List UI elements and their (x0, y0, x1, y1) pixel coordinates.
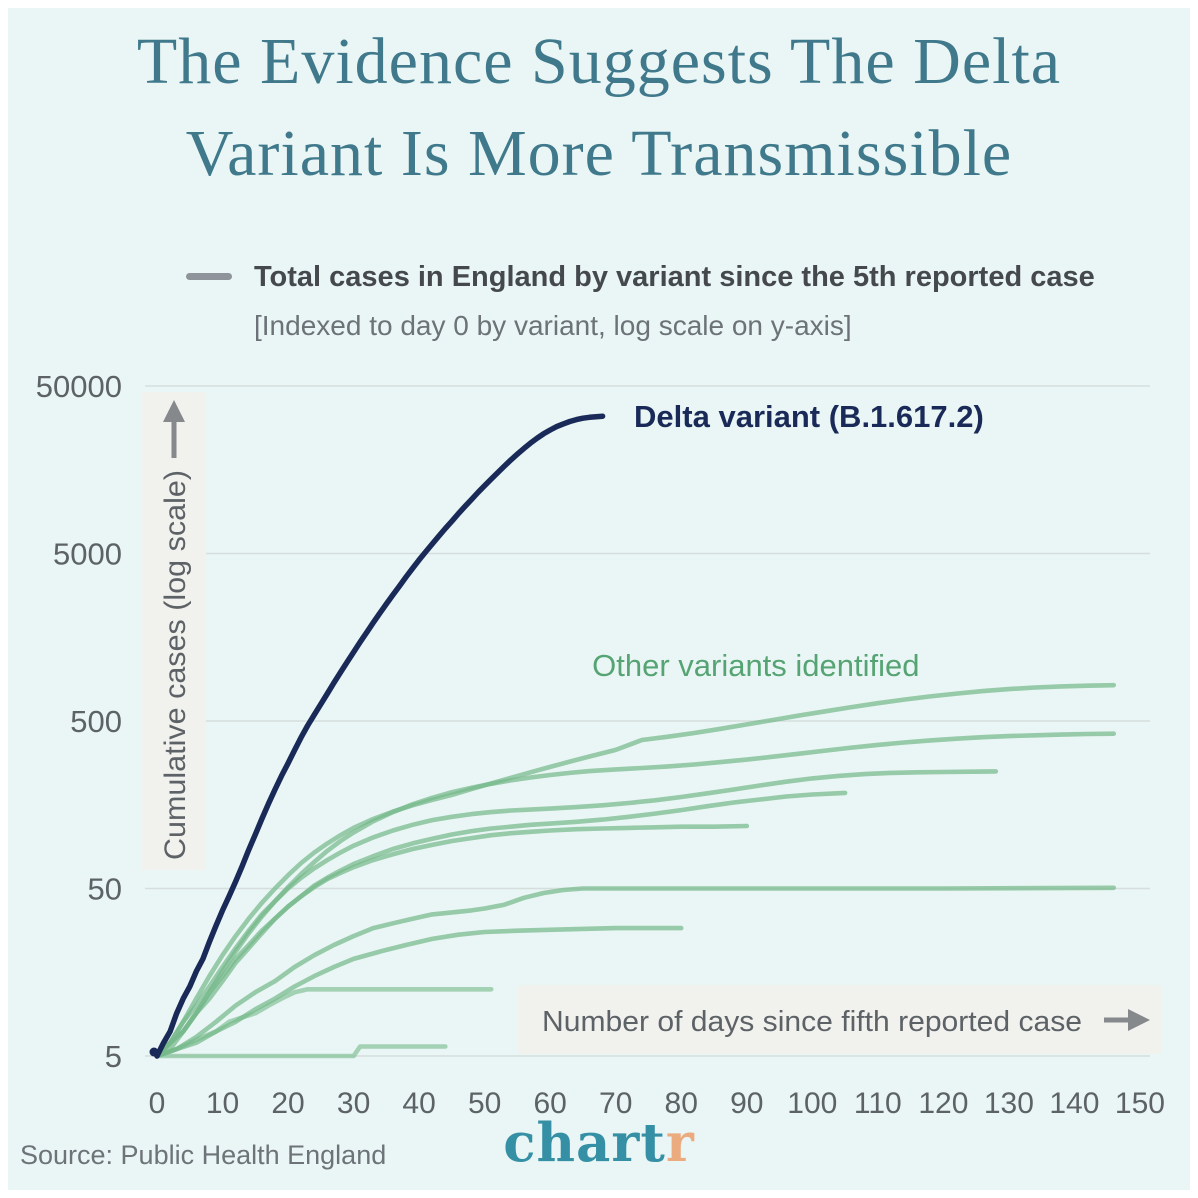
tick-labels-group: 5 50 500 5000 50000 0 10 20 30 40 50 60 70 80 90 100 110… (36, 369, 1165, 1120)
right-arrow-head-icon (1128, 1009, 1150, 1031)
x-tick-label: 20 (271, 1087, 304, 1120)
source-credit: Source: Public Health England (20, 1140, 387, 1170)
x-tick-label: 50 (468, 1087, 501, 1120)
y-axis-label: Cumulative cases (log scale) (159, 470, 192, 860)
series-line-other (154, 1044, 448, 1059)
chartr-logo-r: r (665, 1112, 695, 1174)
page-title: The Evidence Suggests The Delta Variant … (0, 16, 1198, 201)
x-tick-label: 130 (984, 1087, 1034, 1120)
series-line-other (154, 731, 1116, 1059)
up-arrow-head-icon (163, 400, 185, 422)
series-group (149, 413, 1116, 1059)
y-tick-label: 5 (105, 1039, 122, 1074)
chartr-logo: chartr (503, 1112, 695, 1174)
axis-overlay-group: Cumulative cases (log scale) Number of d… (142, 392, 1162, 1054)
series-line-other (154, 790, 848, 1059)
x-tick-label: 150 (1115, 1087, 1165, 1120)
annotations-group: Delta variant (B.1.617.2) Other variants … (592, 399, 984, 683)
series-line-other (154, 885, 1116, 1059)
series-line-other (154, 682, 1116, 1059)
y-tick-label: 50000 (36, 369, 122, 404)
chartr-logo-teal: chart (503, 1112, 666, 1174)
x-tick-label: 40 (402, 1087, 435, 1120)
delta-start-dot (149, 1047, 159, 1057)
y-tick-label: 500 (70, 704, 122, 739)
legend-label: Total cases in England by variant since … (254, 261, 1095, 293)
line-chart: Cumulative cases (log scale) Number of d… (36, 369, 1165, 1120)
x-tick-label: 30 (337, 1087, 370, 1120)
x-tick-label: 10 (206, 1087, 239, 1120)
x-tick-label: 80 (665, 1087, 698, 1120)
x-tick-label: 110 (854, 1087, 902, 1120)
series-line-delta (154, 413, 606, 1059)
y-axis-label-band (142, 392, 206, 870)
title-line-1: The Evidence Suggests The Delta (136, 25, 1062, 98)
x-tick-label: 0 (149, 1087, 166, 1120)
x-tick-label: 70 (599, 1087, 632, 1120)
gridlines-group (145, 385, 1150, 1057)
legend-subtitle: [Indexed to day 0 by variant, log scale … (254, 310, 852, 341)
x-tick-label: 100 (787, 1087, 837, 1120)
y-tick-label: 5000 (53, 537, 122, 572)
x-axis-label: Number of days since fifth reported case (542, 1006, 1082, 1038)
x-axis-label-box (518, 985, 1162, 1054)
x-tick-label: 120 (918, 1087, 968, 1120)
annotation-label: Other variants identified (592, 648, 919, 683)
annotation-label: Delta variant (B.1.617.2) (634, 399, 984, 434)
title-line-2: Variant Is More Transmissible (185, 117, 1013, 191)
legend-dash-icon (186, 273, 232, 280)
series-line-other (154, 823, 750, 1059)
y-tick-label: 50 (88, 872, 122, 907)
x-tick-label: 60 (533, 1087, 566, 1120)
x-tick-label: 140 (1049, 1087, 1099, 1120)
x-tick-label: 90 (730, 1087, 763, 1120)
